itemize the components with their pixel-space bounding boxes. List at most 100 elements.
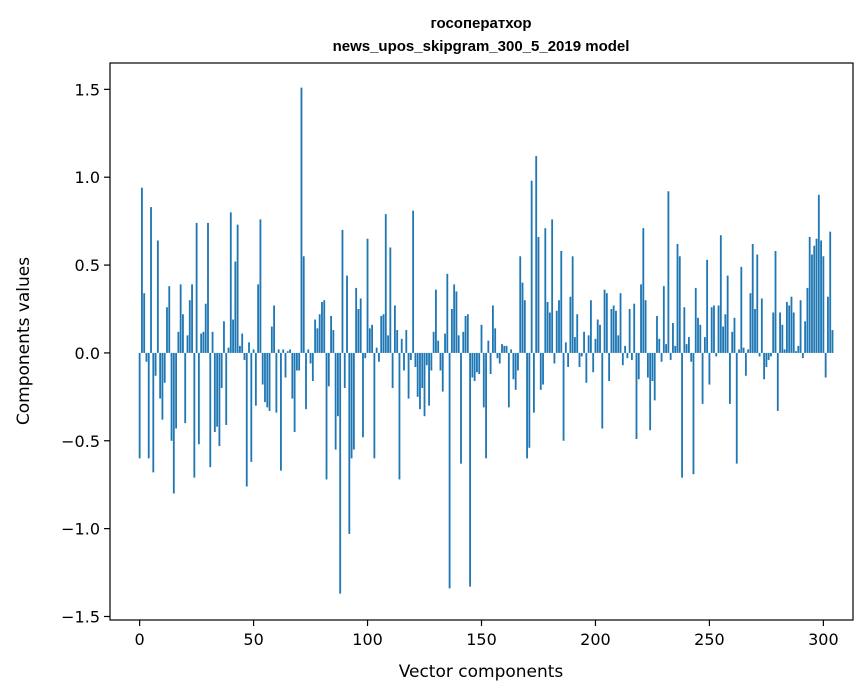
bar [400, 338, 403, 353]
bar [801, 352, 804, 359]
bar [154, 352, 157, 376]
bar [441, 352, 444, 392]
bar [309, 352, 312, 364]
bar [462, 331, 465, 353]
bar [706, 259, 709, 353]
bar [640, 284, 642, 353]
bar [252, 349, 255, 353]
bar [589, 300, 592, 353]
bar [368, 328, 371, 353]
bar [428, 352, 430, 406]
bar [694, 287, 697, 353]
bar [362, 352, 364, 438]
bar [209, 352, 212, 468]
bar [298, 352, 301, 371]
bar [321, 301, 323, 353]
bar [371, 324, 374, 353]
y-axis-label: Components values [14, 257, 34, 425]
bar [512, 352, 515, 380]
bar [560, 251, 563, 353]
bar [261, 352, 264, 385]
bar [594, 338, 597, 353]
bar [783, 349, 786, 353]
bar [339, 352, 342, 594]
bar [644, 300, 647, 353]
bar [765, 352, 768, 367]
bar [220, 352, 223, 389]
bar [612, 305, 615, 353]
bar [608, 352, 611, 382]
y-tick-label: −1.0 [61, 520, 100, 539]
bar [710, 307, 713, 353]
bar [487, 340, 490, 353]
chart-title-line-1: госоператхор [430, 15, 531, 32]
bar [701, 352, 704, 404]
bar [658, 338, 661, 353]
bar [530, 180, 533, 353]
bar [346, 275, 348, 353]
bar [403, 352, 405, 371]
bar [218, 352, 221, 447]
bar [553, 352, 556, 364]
bar [250, 352, 253, 462]
bar [159, 352, 162, 399]
bar [544, 228, 547, 353]
x-tick-label: 300 [808, 630, 839, 649]
bar [343, 352, 346, 389]
x-axis: 0 50 100 150 200 250 300 [135, 620, 839, 649]
bar [533, 352, 535, 413]
bar [715, 352, 718, 357]
bar [681, 352, 683, 478]
bar [280, 352, 282, 471]
bar [444, 333, 446, 353]
bar [562, 352, 565, 441]
bar [366, 238, 369, 353]
bar [660, 352, 663, 362]
bar [569, 296, 572, 353]
bar [480, 324, 483, 353]
bar [364, 352, 367, 359]
x-tick-label: 50 [243, 630, 263, 649]
bar [352, 352, 355, 450]
y-tick-label: −0.5 [61, 432, 100, 451]
bar [537, 236, 540, 353]
bar [264, 352, 266, 403]
bar [225, 352, 228, 425]
y-tick-label: 0.0 [75, 344, 100, 363]
bar [526, 352, 528, 459]
bar [166, 307, 168, 353]
bar [421, 352, 424, 389]
bar [571, 256, 574, 353]
bar [601, 352, 604, 429]
bar [576, 314, 579, 353]
bar [396, 330, 399, 353]
bar [498, 352, 501, 364]
bar [302, 256, 305, 353]
bar [227, 347, 230, 353]
bar [615, 310, 617, 353]
bar [191, 284, 193, 353]
bar [243, 352, 246, 360]
bar [656, 316, 658, 353]
bar [646, 352, 649, 378]
bar [460, 352, 462, 464]
bar [754, 308, 756, 353]
bar [517, 352, 519, 371]
bar [567, 352, 570, 367]
bar [478, 352, 481, 375]
bar [740, 266, 743, 353]
bar [662, 286, 665, 353]
bar [469, 352, 472, 587]
bar [564, 342, 567, 353]
bar [763, 352, 766, 380]
bar [389, 247, 392, 353]
bar [587, 335, 590, 353]
bar [412, 210, 415, 353]
bar [448, 352, 451, 589]
bar [507, 352, 510, 408]
bar [685, 344, 688, 353]
bar [624, 345, 626, 353]
bar [416, 352, 419, 397]
bar [439, 352, 442, 371]
bar [375, 347, 378, 353]
